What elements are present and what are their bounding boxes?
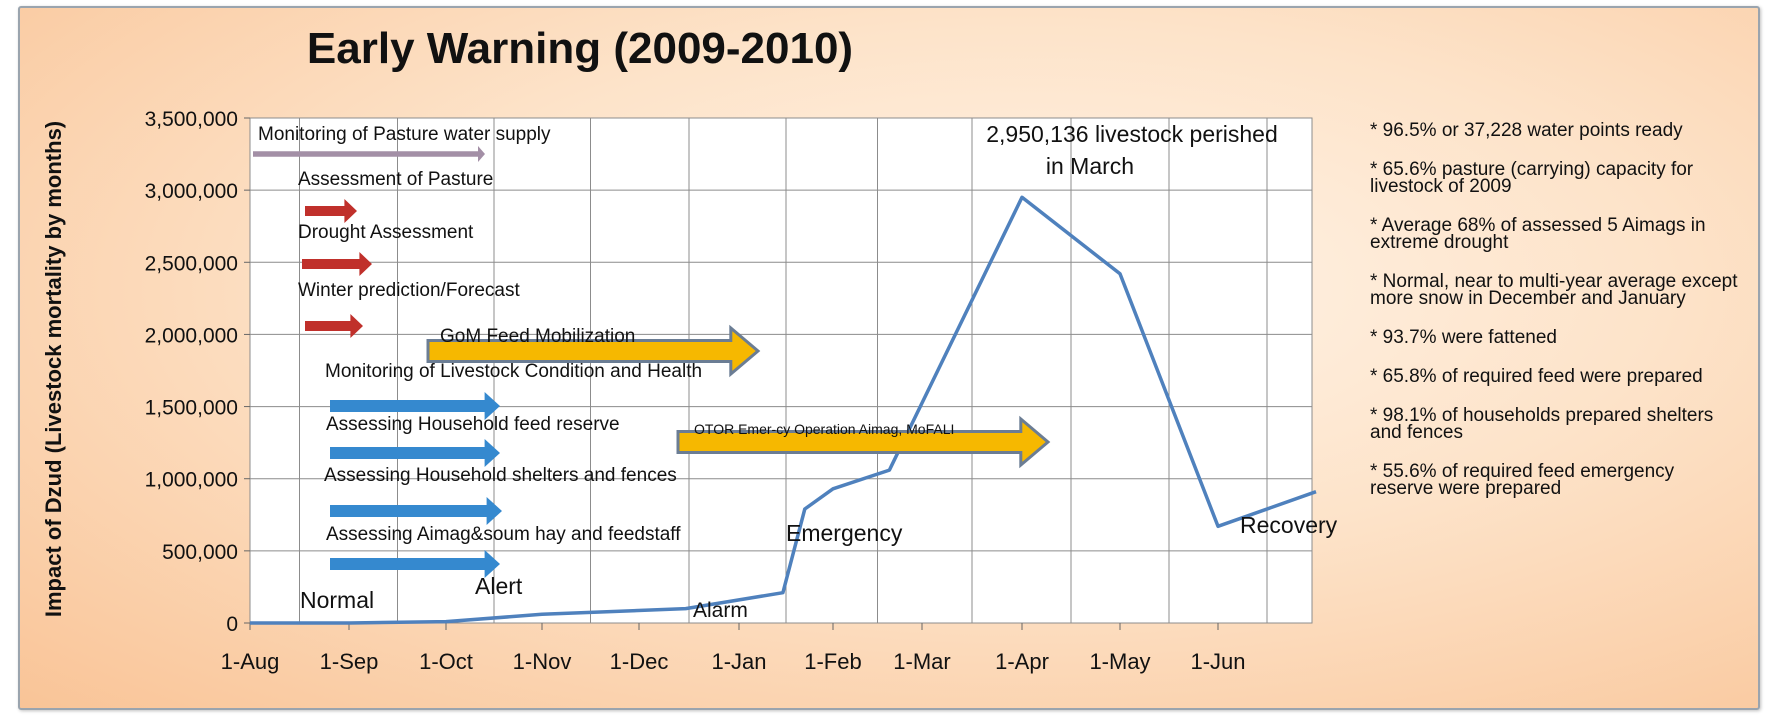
x-tick-label: 1-Dec bbox=[610, 649, 669, 674]
note-item: * 96.5% or 37,228 water points ready bbox=[1370, 120, 1683, 141]
x-tick-label: 1-Mar bbox=[893, 649, 950, 674]
phase-annotation: Alert bbox=[475, 573, 523, 599]
x-tick-label: 1-Nov bbox=[513, 649, 572, 674]
activity-label: Monitoring of Livestock Condition and He… bbox=[325, 361, 702, 382]
activity-arrow bbox=[426, 324, 761, 378]
activity-label: OTOR Emer-cy Operation Aimag, MoFALI bbox=[694, 421, 954, 437]
phase-annotation: Normal bbox=[300, 587, 374, 613]
activity-label: Winter prediction/Forecast bbox=[298, 280, 520, 301]
activity-label: GoM Feed Mobilization bbox=[440, 326, 635, 347]
activity-arrow bbox=[330, 497, 502, 525]
activity-label: Assessing Aimag&soum hay and feedstaff bbox=[326, 524, 681, 545]
x-tick-label: 1-Apr bbox=[995, 649, 1049, 674]
x-tick-label: 1-May bbox=[1089, 649, 1150, 674]
note-item: * 98.1% of households prepared shelters … bbox=[1370, 405, 1714, 443]
y-tick-label: 2,500,000 bbox=[145, 252, 238, 275]
y-tick-label: 500,000 bbox=[162, 541, 238, 564]
activity-arrow bbox=[302, 252, 372, 276]
phase-annotation: 2,950,136 livestock perished bbox=[986, 121, 1278, 147]
chart-title: Early Warning (2009-2010) bbox=[306, 24, 854, 73]
phase-annotation: in March bbox=[1046, 153, 1134, 179]
activity-label: Drought Assessment bbox=[298, 222, 474, 243]
note-item: * 93.7% were fattened bbox=[1370, 327, 1557, 348]
y-tick-label: 2,000,000 bbox=[145, 324, 238, 347]
x-tick-label: 1-Jun bbox=[1190, 649, 1245, 674]
activity-arrow bbox=[253, 146, 485, 162]
note-item: * Average 68% of assessed 5 Aimags in ex… bbox=[1370, 215, 1706, 253]
phase-annotation: Emergency bbox=[786, 520, 903, 546]
activity-label: Assessing Household shelters and fences bbox=[324, 465, 677, 486]
activity-arrow bbox=[330, 392, 500, 420]
y-tick-label: 3,000,000 bbox=[145, 180, 238, 203]
note-item: * Normal, near to multi-year average exc… bbox=[1370, 271, 1738, 309]
activity-label: Monitoring of Pasture water supply bbox=[258, 124, 551, 145]
y-tick-label: 1,000,000 bbox=[145, 469, 238, 492]
x-tick-label: 1-Jan bbox=[711, 649, 766, 674]
y-tick-label: 1,500,000 bbox=[145, 397, 238, 420]
activity-label: Assessing Household feed reserve bbox=[326, 414, 620, 435]
x-tick-label: 1-Sep bbox=[320, 649, 379, 674]
activity-arrow bbox=[676, 415, 1051, 469]
note-item: * 55.6% of required feed emergency reser… bbox=[1370, 461, 1675, 499]
x-tick-label: 1-Aug bbox=[221, 649, 280, 674]
phase-annotation: Recovery bbox=[1240, 512, 1338, 538]
x-tick-label: 1-Feb bbox=[804, 649, 861, 674]
phase-annotation: Alarm bbox=[693, 599, 748, 622]
y-tick-label: 0 bbox=[226, 613, 238, 636]
notes-panel: * 96.5% or 37,228 water points ready * 6… bbox=[1370, 120, 1742, 519]
x-tick-label: 1-Oct bbox=[419, 649, 473, 674]
y-tick-label: 3,500,000 bbox=[145, 108, 238, 131]
activity-arrow bbox=[305, 199, 357, 223]
activity-label: Assessment of Pasture bbox=[298, 169, 493, 190]
note-item: * 65.6% pasture (carrying) capacity for … bbox=[1370, 159, 1694, 197]
activity-arrow bbox=[330, 550, 500, 578]
note-item: * 65.8% of required feed were prepared bbox=[1370, 366, 1703, 387]
activity-arrow bbox=[330, 439, 500, 467]
activity-arrow bbox=[305, 314, 363, 338]
